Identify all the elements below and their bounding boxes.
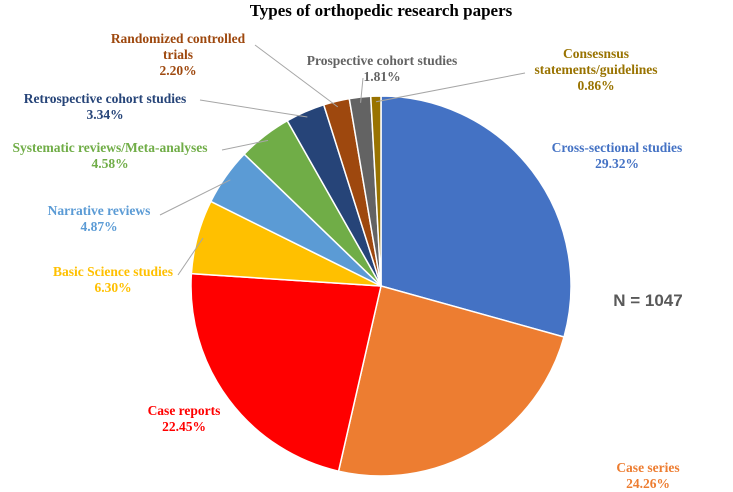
slice-label-narrative-reviews: Narrative reviews 4.87% [48, 203, 151, 234]
sample-size-annotation: N = 1047 [613, 291, 682, 310]
slice-case-series [337, 285, 565, 477]
slice-label-systematic-reviews-meta-analyses: Systematic reviews/Meta-analyses 4.58% [12, 140, 207, 171]
leader-line-basic-science-studies [177, 237, 204, 276]
slice-name-text: Basic Science studies [53, 264, 173, 279]
pie-slices [190, 95, 572, 477]
slice-label-retrospective-cohort-studies: Retrospective cohort studies 3.34% [24, 91, 186, 122]
slice-name-text: Randomized controlled [111, 31, 246, 46]
slice-value-text: 4.58% [91, 156, 128, 171]
slice-name-text: Cross-sectional studies [552, 140, 683, 155]
slice-label-case-series: Case series 24.26% [616, 460, 679, 491]
slice-label-prospective-cohort-studies: Prospective cohort studies 1.81% [307, 53, 457, 84]
slice-value-text: 2.20% [159, 63, 196, 78]
slice-value-text: 29.32% [595, 156, 639, 171]
leader-line-randomized-controlled-trials [254, 44, 339, 108]
slice-value-text: 4.87% [80, 219, 117, 234]
slice-consesnsus-statements-guidelines [369, 95, 382, 287]
slice-value-text: 22.45% [162, 419, 206, 434]
leader-line-consesnsus-statements-guidelines [375, 72, 526, 103]
slice-label-randomized-controlled-trials: Randomized controlled trials 2.20% [111, 31, 246, 78]
slice-label-case-reports: Case reports 22.45% [148, 403, 221, 434]
slice-value-text: 0.86% [577, 78, 614, 93]
leader-lines [159, 44, 526, 276]
slice-labels: Cross-sectional studies 29.32% Case series… [12, 31, 682, 491]
slice-value-text: 3.34% [86, 107, 123, 122]
slice-value-text: 6.30% [94, 280, 131, 295]
leader-line-retrospective-cohort-studies [199, 99, 308, 118]
slice-case-reports [190, 272, 382, 473]
slice-label-basic-science-studies: Basic Science studies 6.30% [53, 264, 173, 295]
leader-line-prospective-cohort-studies [360, 77, 364, 103]
slice-label-consesnsus-statements-guidelines: Consesnsus statements/guidelines 0.86% [535, 46, 658, 93]
slice-name-text: Systematic reviews/Meta-analyses [12, 140, 207, 155]
leader-line-systematic-reviews-meta-analyses [221, 139, 269, 151]
slice-value-text: 1.81% [363, 69, 400, 84]
slice-cross-sectional-studies [380, 95, 572, 338]
slice-name-text: trials [163, 47, 193, 62]
slice-name-text: Prospective cohort studies [307, 53, 457, 68]
slice-value-text: 24.26% [626, 476, 670, 491]
slice-label-cross-sectional-studies: Cross-sectional studies 29.32% [552, 140, 683, 171]
chart-title: Types of orthopedic research papers [250, 1, 513, 20]
slice-name-text: Case series [616, 460, 679, 475]
slice-name-text: Narrative reviews [48, 203, 151, 218]
slice-name-text: Case reports [148, 403, 221, 418]
slice-name-text: statements/guidelines [535, 62, 658, 77]
slice-name-text: Consesnsus [563, 46, 629, 61]
slice-name-text: Retrospective cohort studies [24, 91, 186, 106]
leader-line-narrative-reviews [159, 179, 231, 216]
